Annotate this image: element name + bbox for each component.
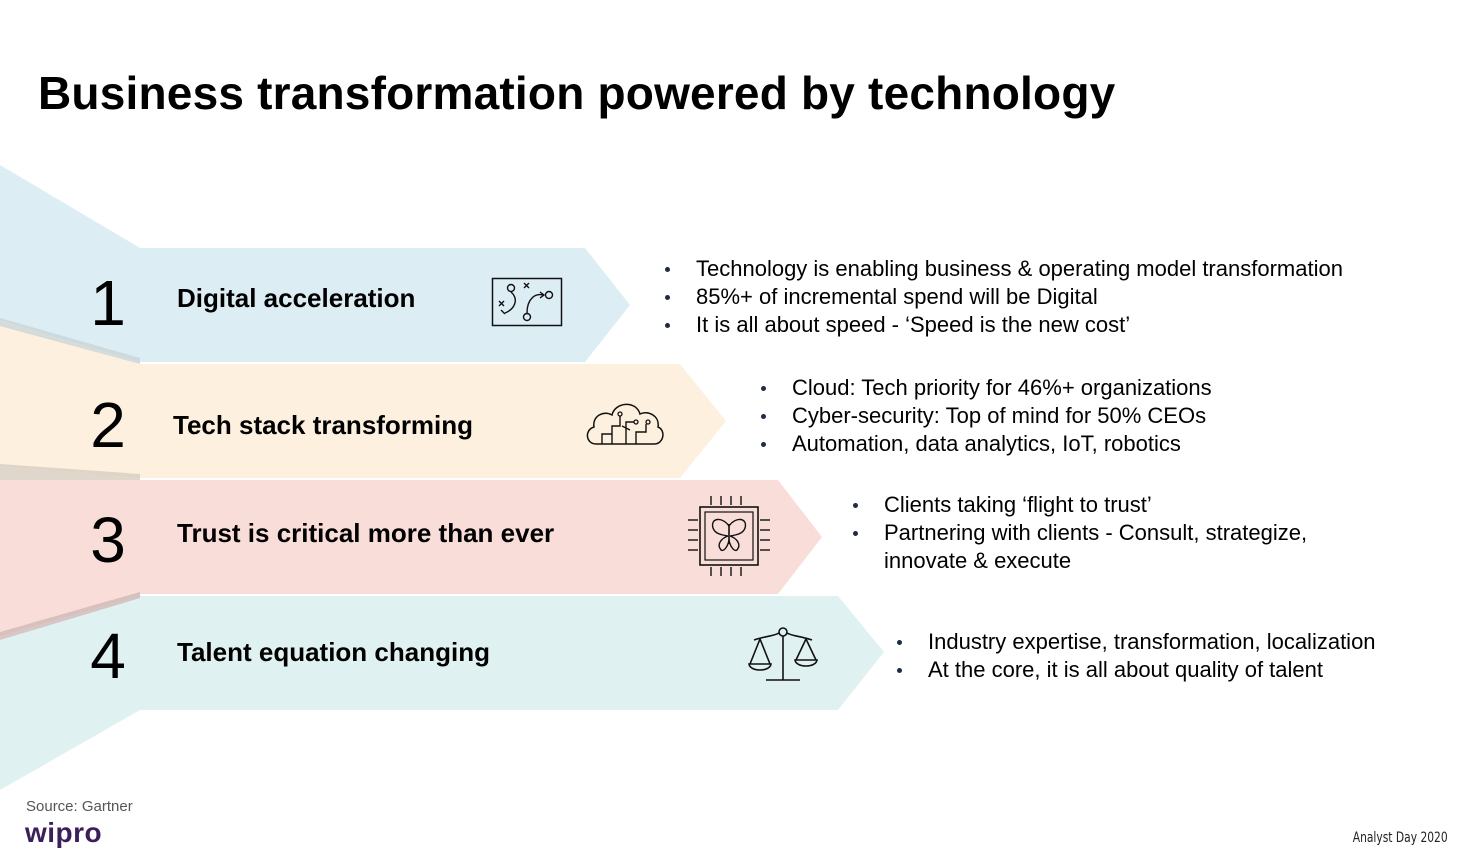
row-1-arrow <box>140 248 630 362</box>
row-2-tail <box>0 324 140 478</box>
row-3-bullet: Partnering with clients - Consult, strat… <box>850 519 1307 547</box>
source-note: Source: Gartner <box>26 798 133 815</box>
row-1-tail <box>0 165 140 362</box>
row-1-number: 1 <box>90 267 126 339</box>
row-4-arrow <box>140 596 884 710</box>
row-2-bullet: Cloud: Tech priority for 46%+ organizati… <box>758 374 1212 402</box>
row-3-number: 3 <box>90 504 126 576</box>
row-3-bullet-continuation: innovate & execute <box>884 548 1072 573</box>
row-4-number: 4 <box>90 620 126 692</box>
balance-scale-icon <box>748 627 818 681</box>
row-2-bullet: Automation, data analytics, IoT, robotic… <box>758 430 1212 458</box>
row-1-bullet: Technology is enabling business & operat… <box>662 255 1343 283</box>
row-3-bullets: Clients taking ‘flight to trust’ Partner… <box>850 491 1307 575</box>
row-1-bullet: 85%+ of incremental spend will be Digita… <box>662 283 1343 311</box>
event-label: Analyst Day 2020 <box>1353 830 1448 846</box>
row-3-arrow <box>140 480 822 594</box>
row-2-bullets: Cloud: Tech priority for 46%+ organizati… <box>758 374 1212 458</box>
row-4-tail <box>0 596 140 790</box>
row-1-bullet: It is all about speed - ‘Speed is the ne… <box>662 311 1343 339</box>
row-2-arrow <box>140 364 726 478</box>
wipro-logo: wipro <box>25 817 103 848</box>
slide-title: Business transformation powered by techn… <box>38 67 1116 119</box>
cloud-circuit-icon <box>586 403 664 445</box>
row-3-bullet: Clients taking ‘flight to trust’ <box>850 491 1307 519</box>
row-3-label: Trust is critical more than ever <box>177 518 555 548</box>
strategy-board-icon <box>491 277 563 327</box>
row-4-bullet: At the core, it is all about quality of … <box>894 656 1376 684</box>
row-4-bullets: Industry expertise, transformation, loca… <box>894 628 1376 684</box>
row-2-number: 2 <box>90 389 126 461</box>
row-2-label: Tech stack transforming <box>173 410 474 440</box>
row-1-bullets: Technology is enabling business & operat… <box>662 255 1343 339</box>
row-4-label: Talent equation changing <box>177 637 490 667</box>
row-2-bullet: Cyber-security: Top of mind for 50% CEOs <box>758 402 1212 430</box>
butterfly-chip-icon <box>688 496 770 576</box>
row-3-tail <box>0 480 140 636</box>
row-1-label: Digital acceleration <box>177 283 416 313</box>
row-4-bullet: Industry expertise, transformation, loca… <box>894 628 1376 656</box>
